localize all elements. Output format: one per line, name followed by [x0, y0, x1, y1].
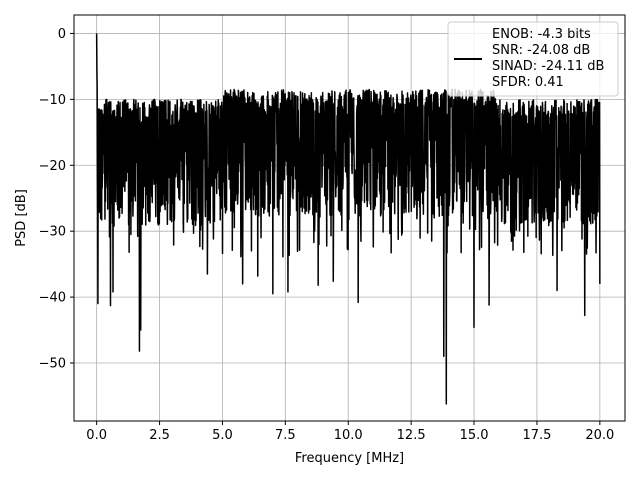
- y-tick-label-3: −30: [39, 225, 66, 240]
- legend: ENOB: -4.3 bits SNR: -24.08 dB SINAD: -2…: [447, 21, 619, 97]
- y-axis-ticks: 0 −10 −20 −30 −40 −50: [39, 27, 74, 372]
- x-tick-label-3: 7.5: [275, 428, 296, 443]
- plot-frame: [73, 14, 626, 422]
- x-tick-label-7: 17.5: [522, 428, 551, 443]
- x-tick-label-6: 15.0: [460, 428, 489, 443]
- x-tick-label-5: 12.5: [397, 428, 426, 443]
- y-tick-label-0: 0: [58, 27, 66, 42]
- y-axis-label: PSD [dB]: [14, 189, 29, 247]
- x-tick-label-0: 0.0: [86, 428, 107, 443]
- y-tick-label-4: −40: [39, 291, 66, 306]
- psd-series-line: [95, 33, 601, 405]
- x-tick-label-1: 2.5: [149, 428, 170, 443]
- x-tick-label-8: 20.0: [585, 428, 614, 443]
- series-layer: [95, 33, 601, 405]
- y-tick-label-5: −50: [39, 357, 66, 372]
- legend-line-2: SNR: -24.08 dB: [492, 43, 590, 58]
- legend-line-3: SINAD: -24.11 dB: [492, 59, 604, 74]
- x-tick-label-4: 10.0: [334, 428, 363, 443]
- legend-line-4: SFDR: 0.41: [492, 75, 564, 90]
- x-tick-label-2: 5.0: [212, 428, 233, 443]
- y-tick-label-2: −20: [39, 159, 66, 174]
- y-tick-label-1: −10: [39, 93, 66, 108]
- legend-line-1: ENOB: -4.3 bits: [492, 27, 591, 42]
- x-axis-label: Frequency [MHz]: [295, 451, 404, 466]
- x-axis-ticks: 0.0 2.5 5.0 7.5 10.0 12.5 15.0 17.5 20.0: [86, 421, 614, 443]
- legend-box: [447, 21, 619, 97]
